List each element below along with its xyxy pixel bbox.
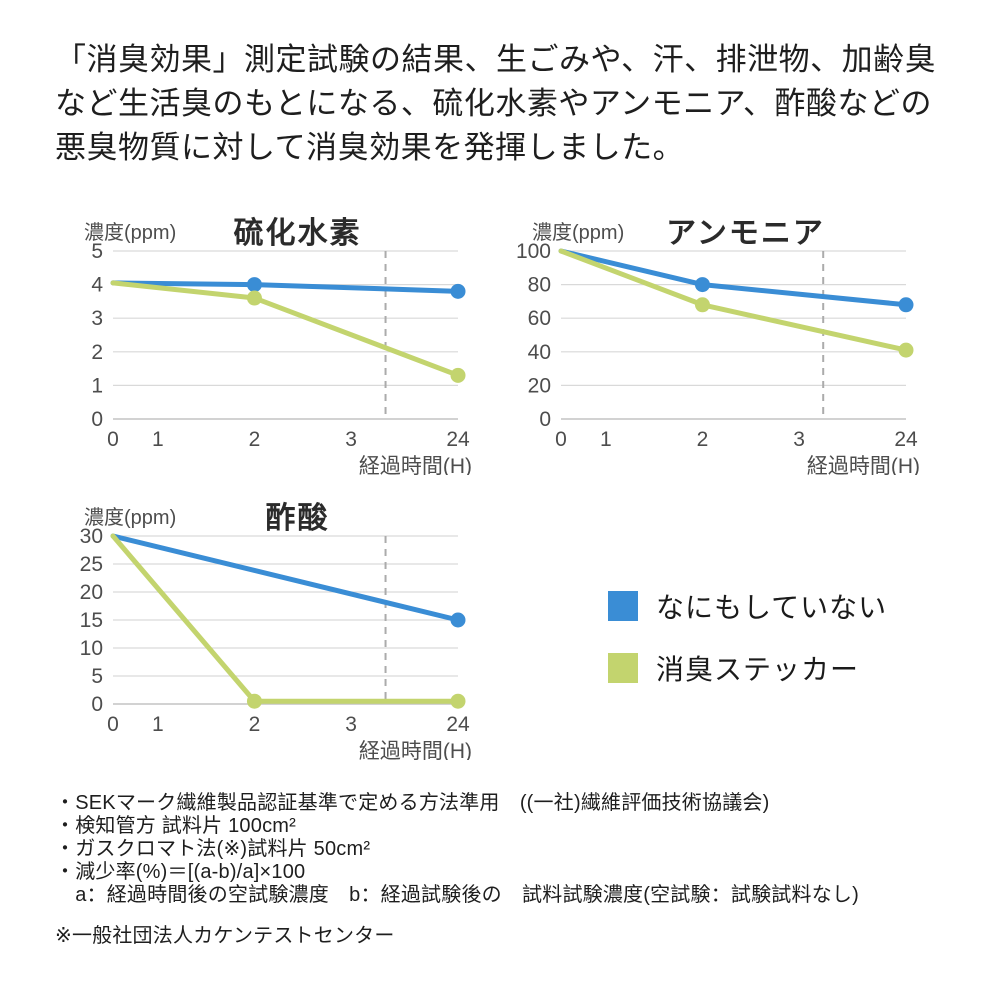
legend-item-untreated: なにもしていない — [608, 586, 887, 626]
y-tick-label: 20 — [80, 581, 103, 604]
data-point-marker-blue — [246, 277, 262, 293]
data-point-marker-blue — [450, 612, 466, 628]
data-point-marker-blue — [450, 283, 466, 299]
legend-label-deodorant-sticker: 消臭ステッカー — [656, 654, 860, 685]
y-tick-label: 20 — [528, 374, 551, 397]
chart-ammonia: 0 20 40 60 80 100 0 1 2 3 24 アンモニア 濃度(ppm) 経過時間(H) — [506, 203, 946, 475]
y-axis-label: 濃度(ppm) — [84, 221, 176, 244]
x-tick-label: 24 — [446, 713, 470, 736]
chart-acetic-acid: 0 5 10 15 20 25 30 0 1 2 3 24 酢酸 濃度(ppm) 経過時間(H) — [58, 488, 498, 760]
header-text: 「消臭効果」測定試験の結果、生ごみや、汗、排泄物、加齢臭など生活臭のもとになる、… — [55, 42, 937, 165]
data-point-marker-green — [694, 297, 710, 313]
y-tick-label: 60 — [528, 307, 551, 330]
y-axis-label: 濃度(ppm) — [532, 221, 624, 244]
chart-hydrogen-sulfide: 0 1 2 3 4 5 0 1 2 3 24 硫化水素 濃度(ppm) 経過時間(H) — [58, 203, 498, 475]
legend-swatch-green — [608, 653, 638, 683]
data-point-marker-green — [898, 342, 914, 358]
x-tick-label: 1 — [152, 428, 164, 451]
chart-svg: 0 1 2 3 4 5 0 1 2 3 24 硫化水素 濃度(ppm) 経過時間(H) — [84, 216, 472, 475]
x-tick-label: 3 — [793, 428, 805, 451]
data-point-marker-blue — [694, 277, 710, 293]
data-point-marker-green — [450, 693, 466, 709]
y-tick-label: 25 — [80, 553, 103, 576]
footnote-line: ・SEKマーク繊維製品認証基準で定める方法準用 ((一社)繊維評価技術協議会) — [55, 792, 770, 814]
footnote-line: ・検知管方 試料片 100cm² — [55, 815, 297, 837]
y-tick-label: 100 — [516, 240, 551, 263]
x-axis-label: 経過時間(H) — [807, 455, 920, 475]
y-tick-label: 0 — [539, 408, 551, 431]
y-tick-label: 1 — [91, 374, 103, 397]
x-tick-label: 0 — [107, 428, 119, 451]
x-tick-label: 2 — [249, 713, 261, 736]
footnotes: ・SEKマーク繊維製品認証基準で定める方法準用 ((一社)繊維評価技術協議会) … — [55, 792, 975, 948]
y-tick-label: 80 — [528, 274, 551, 297]
chart-title: アンモニア — [666, 217, 825, 250]
x-tick-label: 2 — [697, 428, 709, 451]
x-tick-label: 3 — [345, 428, 357, 451]
y-tick-label: 0 — [91, 693, 103, 716]
legend: なにもしていない 消臭ステッカー — [608, 586, 887, 710]
chart-svg: 0 20 40 60 80 100 0 1 2 3 24 アンモニア 濃度(ppm) 経過時間(H) — [516, 217, 920, 475]
footnote-line: ・減少率(%)＝[(a-b)/a]×100 — [55, 861, 306, 883]
legend-item-deodorant-sticker: 消臭ステッカー — [608, 648, 887, 688]
x-axis-label: 経過時間(H) — [359, 455, 472, 475]
x-tick-label: 24 — [446, 428, 470, 451]
footnote-line: a：経過時間後の空試験濃度 b：経過試験後の 試料試験濃度(空試験：試験試料なし… — [55, 884, 859, 906]
y-tick-label: 15 — [80, 609, 103, 632]
y-tick-label: 10 — [80, 637, 103, 660]
x-tick-label: 24 — [894, 428, 918, 451]
data-point-marker-green — [246, 290, 262, 306]
x-tick-label: 0 — [107, 713, 119, 736]
x-tick-label: 2 — [249, 428, 261, 451]
x-axis-label: 経過時間(H) — [359, 740, 472, 760]
legend-swatch-blue — [608, 591, 638, 621]
y-axis-label: 濃度(ppm) — [84, 506, 176, 529]
chart-svg: 0 5 10 15 20 25 30 0 1 2 3 24 酢酸 濃度(ppm) 経過時間(H) — [80, 502, 472, 760]
data-point-marker-green — [450, 367, 466, 383]
y-tick-label: 5 — [91, 240, 103, 263]
testing-agency-note: ※一般社団法人カケンテストセンター — [55, 925, 395, 947]
y-tick-label: 40 — [528, 341, 551, 364]
data-point-marker-blue — [898, 297, 914, 313]
y-tick-label: 0 — [91, 408, 103, 431]
y-tick-label: 4 — [91, 274, 103, 297]
x-tick-label: 1 — [600, 428, 612, 451]
series-line-blue — [110, 533, 461, 623]
y-tick-label: 2 — [91, 341, 103, 364]
y-tick-label: 30 — [80, 525, 103, 548]
y-tick-label: 5 — [91, 665, 103, 688]
legend-label-untreated: なにもしていない — [656, 592, 888, 623]
data-point-marker-green — [246, 693, 262, 709]
x-tick-label: 0 — [555, 428, 567, 451]
y-tick-label: 3 — [91, 307, 103, 330]
x-tick-label: 1 — [152, 713, 164, 736]
chart-title: 硫化水素 — [234, 216, 362, 250]
series-line-green — [110, 280, 461, 378]
footnote-line: ・ガスクロマト法(※)試料片 50cm² — [55, 838, 371, 860]
x-tick-label: 3 — [345, 713, 357, 736]
chart-title: 酢酸 — [266, 502, 330, 535]
series-line-blue — [558, 248, 909, 308]
